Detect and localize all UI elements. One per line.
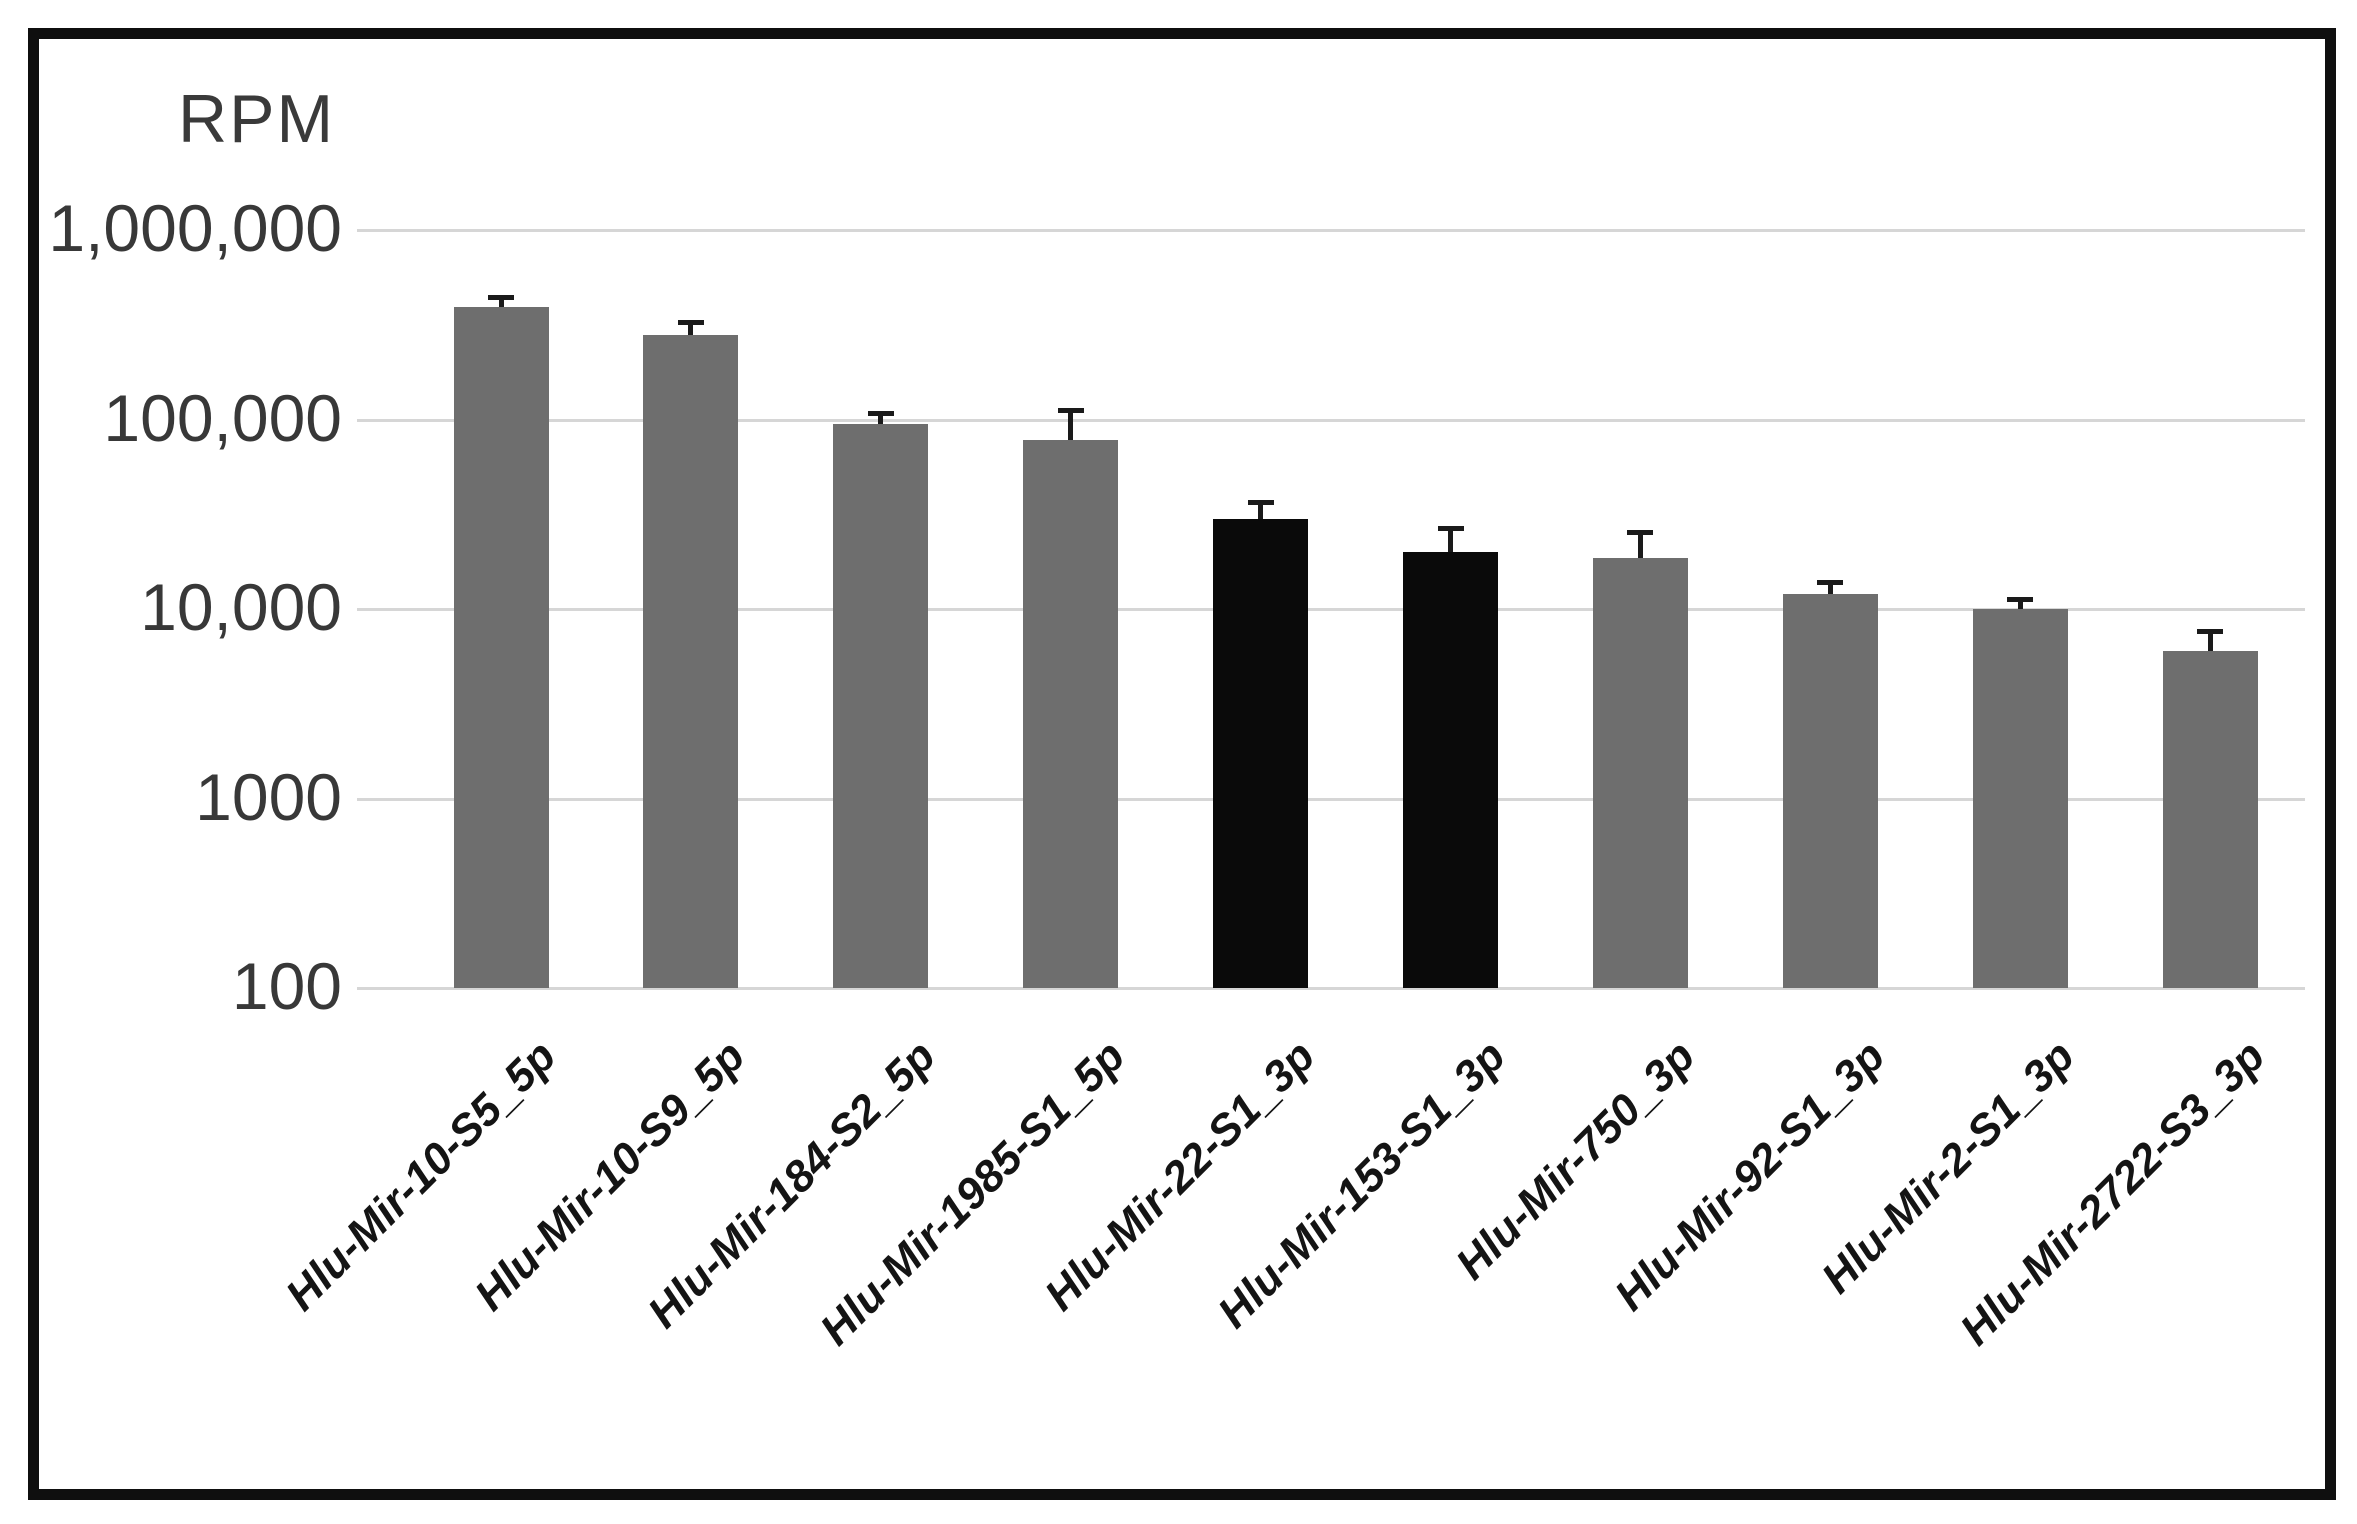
error-bar-cap-Hlu-Mir-10-S5_5p bbox=[488, 295, 514, 301]
error-bar-cap-Hlu-Mir-22-S1_3p bbox=[1247, 499, 1274, 505]
gridline-100000 bbox=[357, 418, 2305, 422]
bar-Hlu-Mir-750_3p bbox=[1592, 558, 1688, 988]
bar-Hlu-Mir-22-S1_3p bbox=[1213, 518, 1309, 988]
gridline-10000 bbox=[357, 608, 2305, 611]
bar-Hlu-Mir-153-S1_3p bbox=[1403, 551, 1498, 988]
y-tick-label-100000: 100,000 bbox=[103, 380, 342, 455]
y-axis-title: RPM bbox=[178, 81, 336, 157]
gridline-100 bbox=[357, 987, 2305, 990]
gridline-1000000 bbox=[357, 229, 2305, 232]
bar-Hlu-Mir-2722-S3_3p bbox=[2162, 651, 2258, 988]
figure-frame bbox=[28, 28, 2336, 1500]
error-bar-whisker-Hlu-Mir-153-S1_3p bbox=[1448, 530, 1453, 552]
error-bar-whisker-Hlu-Mir-750_3p bbox=[1637, 533, 1643, 559]
error-bar-whisker-Hlu-Mir-1985-S1_5p bbox=[1068, 411, 1074, 440]
y-tick-label-100: 100 bbox=[231, 949, 342, 1023]
bar-Hlu-Mir-10-S5_5p bbox=[453, 307, 549, 988]
error-bar-whisker-Hlu-Mir-10-S5_5p bbox=[498, 299, 504, 308]
bar-Hlu-Mir-184-S2_5p bbox=[833, 423, 929, 988]
error-bar-cap-Hlu-Mir-10-S9_5p bbox=[677, 319, 704, 325]
bar-Hlu-Mir-92-S1_3p bbox=[1782, 593, 1878, 988]
error-bar-cap-Hlu-Mir-92-S1_3p bbox=[1817, 580, 1844, 586]
error-bar-cap-Hlu-Mir-2-S1_3p bbox=[2007, 597, 2034, 603]
error-bar-cap-Hlu-Mir-153-S1_3p bbox=[1437, 526, 1464, 532]
bar-Hlu-Mir-2-S1_3p bbox=[1972, 609, 2068, 988]
error-bar-whisker-Hlu-Mir-2-S1_3p bbox=[2017, 601, 2023, 609]
error-bar-whisker-Hlu-Mir-92-S1_3p bbox=[1827, 584, 1833, 594]
error-bar-whisker-Hlu-Mir-22-S1_3p bbox=[1258, 503, 1264, 519]
bar-Hlu-Mir-1985-S1_5p bbox=[1023, 439, 1119, 988]
error-bar-whisker-Hlu-Mir-2722-S3_3p bbox=[2207, 632, 2213, 652]
y-tick-label-10000: 10,000 bbox=[140, 570, 342, 644]
y-tick-label-1000000: 1,000,000 bbox=[48, 191, 342, 265]
y-tick-label-1000: 1000 bbox=[195, 759, 342, 834]
error-bar-cap-Hlu-Mir-2722-S3_3p bbox=[2197, 628, 2224, 634]
error-bar-cap-Hlu-Mir-184-S2_5p bbox=[867, 411, 894, 417]
bar-Hlu-Mir-10-S9_5p bbox=[643, 334, 739, 988]
error-bar-whisker-Hlu-Mir-184-S2_5p bbox=[878, 415, 884, 424]
error-bar-whisker-Hlu-Mir-10-S9_5p bbox=[688, 323, 694, 335]
error-bar-cap-Hlu-Mir-1985-S1_5p bbox=[1057, 407, 1084, 413]
gridline-1000 bbox=[357, 797, 2305, 801]
error-bar-cap-Hlu-Mir-750_3p bbox=[1627, 529, 1654, 535]
